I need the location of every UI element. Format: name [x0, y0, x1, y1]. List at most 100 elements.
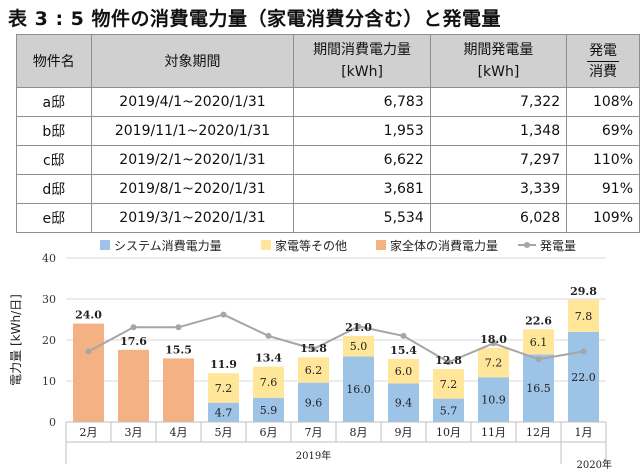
data-label-appliance: 7.8: [575, 310, 593, 323]
header-ratio: 発電 消費: [566, 34, 640, 88]
bar-appliance: [298, 357, 329, 383]
data-label-appliance: 6.2: [305, 364, 323, 377]
cell-ratio: 109%: [566, 203, 640, 233]
cell-ratio: 110%: [566, 145, 640, 175]
data-label-appliance: 7.2: [485, 357, 503, 370]
data-label-appliance: 7.2: [215, 382, 233, 395]
data-label-total: 15.5: [165, 343, 192, 356]
cell-period: 2019/8/1~2020/1/31: [90, 174, 295, 204]
power-chart: 0 10 20 30 40 電力量 [kWh/日] システム消費電力量 家電等その他 家全体の消…: [9, 238, 612, 471]
cell-consumption: 5,534: [293, 203, 431, 233]
legend-swatch: [100, 240, 110, 250]
property-table: 物件名 対象期間 期間消費電力量 [kWh] 期間発電量 [kWh] 発電 消費: [16, 34, 640, 233]
x-tick-label: 1月: [575, 426, 593, 439]
data-label-system: 9.6: [305, 396, 323, 409]
cell-ratio: 91%: [566, 174, 640, 204]
bar-system: [253, 397, 284, 422]
cell-generation: 7,297: [429, 145, 568, 175]
cell-generation: 1,348: [429, 116, 568, 146]
bar-system: [568, 331, 599, 422]
legend-label: 家電等その他: [275, 238, 347, 253]
table-row: b邸 2019/11/1~2020/1/31 1,953 1,348 69%: [16, 116, 640, 146]
legend-label: システム消費電力量: [114, 238, 222, 253]
legend-marker: [524, 242, 530, 248]
bar-system: [388, 383, 419, 422]
data-label-total: 29.8: [570, 285, 597, 298]
legend-swatch: [376, 240, 386, 250]
generation-point: [85, 348, 92, 355]
data-label-system: 5.9: [260, 404, 278, 417]
table-row: c邸 2019/2/1~2020/1/31 6,622 7,297 110%: [16, 145, 640, 175]
data-label-system: 16.0: [346, 383, 371, 396]
header-generation: 期間発電量 [kWh]: [429, 34, 568, 88]
cell-period: 2019/11/1~2020/1/31: [90, 116, 295, 146]
x-tick-label: 12月: [526, 426, 551, 439]
cell-name: e邸: [16, 203, 92, 233]
bar-appliance: [253, 366, 284, 398]
ratio-denominator: 消費: [589, 63, 618, 80]
data-label-total: 22.6: [525, 314, 552, 327]
cell-consumption: 6,622: [293, 145, 431, 175]
y-tick-label: 40: [42, 252, 56, 265]
data-label-system: 22.0: [571, 371, 596, 384]
cell-period: 2019/3/1~2020/1/31: [90, 203, 295, 233]
generation-point: [175, 324, 182, 331]
cell-generation: 3,339: [429, 174, 568, 204]
bar-whole-house: [163, 358, 194, 422]
data-label-total: 18.0: [480, 333, 507, 346]
data-label-system: 4.7: [215, 406, 233, 419]
data-label-system: 10.9: [481, 394, 506, 407]
generation-point: [580, 348, 587, 355]
table-row: d邸 2019/8/1~2020/1/31 3,681 3,339 91%: [16, 174, 640, 204]
y-axis-label: 電力量 [kWh/日]: [9, 294, 23, 386]
x-tick-label: 4月: [170, 426, 188, 439]
data-label-appliance: 7.6: [260, 376, 278, 389]
data-label-appliance: 5.0: [350, 340, 368, 353]
generation-line: [88, 313, 584, 364]
data-label-total: 15.4: [390, 344, 417, 357]
ratio-fraction: 発電 消費: [587, 41, 620, 82]
header-generation-label: 期間発電量: [463, 42, 534, 58]
y-tick-label: 0: [49, 416, 56, 429]
y-tick-label: 10: [42, 375, 56, 388]
bar-whole-house: [73, 323, 104, 422]
x-tick-label: 10月: [436, 426, 461, 439]
ratio-numerator: 発電: [587, 41, 620, 62]
header-consumption: 期間消費電力量 [kWh]: [293, 34, 431, 88]
header-consumption-unit: [kWh]: [341, 64, 383, 80]
generation-point: [265, 332, 272, 339]
bar-appliance: [568, 299, 599, 332]
data-label-system: 9.4: [395, 397, 413, 410]
bar-system: [208, 402, 239, 422]
data-label-total: 12.8: [435, 354, 462, 367]
cell-name: b邸: [16, 116, 92, 146]
header-name: 物件名: [16, 34, 92, 88]
cell-name: c邸: [16, 145, 92, 175]
bar-system: [478, 377, 509, 422]
cell-ratio: 108%: [566, 87, 640, 117]
bar-whole-house: [118, 349, 149, 422]
legend-label: 発電量: [540, 239, 576, 253]
header-period: 対象期間: [90, 34, 295, 88]
generation-point: [220, 311, 227, 318]
data-label-total: 17.6: [120, 335, 147, 348]
data-label-appliance: 6.0: [395, 365, 413, 378]
cell-generation: 7,322: [429, 87, 568, 117]
data-label-total: 21.0: [345, 321, 372, 334]
bar-appliance: [343, 335, 374, 357]
generation-point: [310, 346, 317, 353]
bar-appliance: [433, 369, 464, 399]
generation-point: [355, 323, 362, 330]
cell-consumption: 1,953: [293, 116, 431, 146]
x-tick-label: 7月: [305, 426, 323, 439]
generation-point: [130, 324, 137, 331]
legend-label: 家全体の消費電力量: [390, 238, 498, 253]
table-title: 表 3 : 5 物件の消費電力量（家電消費分含む）と発電量: [8, 8, 501, 30]
data-label-total: 13.4: [255, 352, 282, 365]
x-tick-label: 9月: [395, 426, 413, 439]
table-row: a邸 2019/4/1~2020/1/31 6,783 7,322 108%: [16, 87, 640, 117]
generation-point: [490, 340, 497, 347]
data-label-system: 16.5: [526, 382, 551, 395]
cell-generation: 6,028: [429, 203, 568, 233]
bar-system: [523, 354, 554, 422]
